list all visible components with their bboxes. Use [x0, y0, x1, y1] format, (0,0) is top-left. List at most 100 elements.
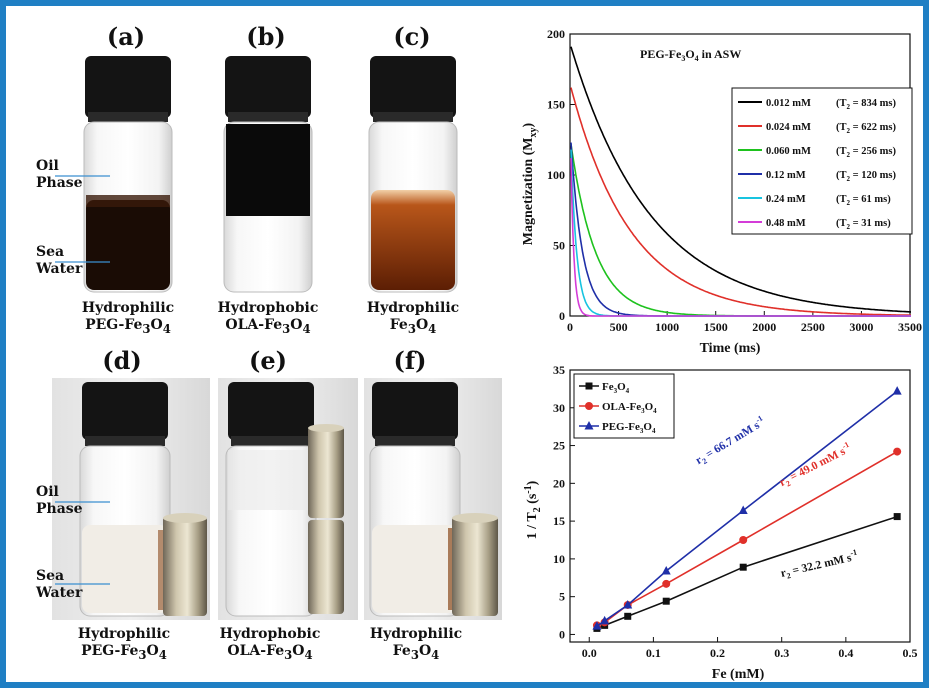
- chart1-ytick-label-0: 0: [559, 309, 565, 323]
- vial-d: [79, 382, 171, 617]
- oil-phase-label-top: Oil Phase: [36, 158, 83, 191]
- chart2-xtick-label-5: 0.5: [903, 646, 918, 660]
- chart1-legend-entry-0: 0.012 mM: [766, 98, 811, 109]
- vial-b: [223, 56, 313, 293]
- panel-label-f: (f): [393, 346, 427, 375]
- chart1-series-line-1: [570, 87, 911, 316]
- panel-label-c: (c): [393, 22, 431, 51]
- chart2-point-0-3: [662, 597, 670, 605]
- chart1-legend-t2-5: (T2 = 31 ms): [836, 218, 891, 231]
- caption-f: Hydrophilic Fe3O4: [369, 626, 463, 662]
- chart2-point-2-3: [661, 565, 671, 575]
- chart1-ytick-label-2: 100: [547, 168, 565, 182]
- chart1-series-line-5: [570, 158, 911, 317]
- chart2-legend-entry-2: PEG-Fe3O4: [602, 421, 656, 435]
- chart2-xtick-label-3: 0.3: [774, 646, 789, 660]
- chart2-legend-marker-1: [585, 402, 593, 410]
- chart1-xtick-label-4: 2000: [752, 320, 776, 334]
- chart2-xtick-label-1: 0.1: [646, 646, 661, 660]
- chart1-xtick-label-5: 2500: [801, 320, 825, 334]
- magnet-e: [308, 424, 344, 614]
- chart1-legend-t2-0: (T2 = 834 ms): [836, 98, 896, 111]
- vial-e: [225, 382, 317, 617]
- chart1-legend-t2-1: (T2 = 622 ms): [836, 122, 896, 135]
- chart2-legend-entry-0: Fe3O4: [602, 381, 630, 395]
- chart2-annotation-0: r2 = 66.7 mM s-1: [692, 414, 768, 469]
- chart1-ytick-label-3: 150: [547, 98, 565, 112]
- chart2-point-1-3: [662, 579, 671, 588]
- chart2-series-line-0: [596, 515, 898, 630]
- chart2-point-1-5: [893, 447, 902, 456]
- chart1-ylabel: Magnetization (Mxy): [521, 122, 539, 245]
- vial-photos: [52, 56, 502, 620]
- chart2-point-0-2: [624, 612, 632, 620]
- chart2-axes: 0.0 0.1 0.2 0.3 0.4 0.5 0 5 10 15 20 25 30 35: [553, 363, 918, 660]
- sea-water-label-bottom: Sea Water: [36, 568, 83, 601]
- chart2-plot-frame: [569, 369, 911, 643]
- chart2-legend-marker-0: [585, 382, 593, 390]
- panel-label-b: (b): [246, 22, 286, 51]
- chart1-series-line-0: [570, 46, 911, 313]
- caption-e: Hydrophobic OLA-Fe3O4: [219, 626, 321, 662]
- chart2-point-2-5: [892, 386, 902, 395]
- relaxivity-chart: 0.0 0.1 0.2 0.3 0.4 0.5 0 5 10 15 20 25 30 35 Fe3O4 OL…: [523, 363, 918, 682]
- chart1-xtick-label-0: 0: [567, 320, 573, 334]
- caption-b: Hydrophobic OLA-Fe3O4: [217, 300, 319, 336]
- magnet-d: [163, 513, 207, 616]
- oil-phase-label-bottom: Oil Phase: [36, 484, 83, 517]
- chart2-legend-entry-1: OLA-Fe3O4: [602, 401, 657, 415]
- chart2-ylabel: 1 / T2 (s-1): [523, 480, 543, 539]
- chart2-series: [592, 386, 902, 632]
- chart1-xtick-label-1: 500: [610, 320, 628, 334]
- chart1-ytick-label-4: 200: [547, 27, 565, 41]
- chart2-xtick-label-0: 0.0: [582, 646, 597, 660]
- caption-c: Hydrophilic Fe3O4: [366, 300, 460, 336]
- panel-label-e: (e): [249, 346, 287, 375]
- chart2-ytick-label-3: 15: [553, 514, 565, 528]
- chart2-ytick-label-0: 0: [559, 627, 565, 641]
- chart2-ytick-label-7: 35: [553, 363, 565, 377]
- chart1-xtick-label-2: 1000: [655, 320, 679, 334]
- panel-label-d: (d): [102, 346, 142, 375]
- chart2-ytick-label-5: 25: [553, 439, 565, 453]
- panel-label-a: (a): [106, 22, 146, 51]
- chart2-point-0-4: [739, 563, 747, 571]
- chart1-legend-entry-2: 0.060 mM: [766, 146, 811, 157]
- chart1-legend-t2-2: (T2 = 256 ms): [836, 146, 896, 159]
- chart1-series-lines: [570, 46, 911, 317]
- chart1-title: PEG-Fe3O4 in ASW: [640, 47, 741, 63]
- chart1-legend-box: [731, 87, 913, 235]
- chart2-ytick-label-1: 5: [559, 590, 565, 604]
- chart1-legend-t2-4: (T2 = 61 ms): [836, 194, 891, 207]
- magnetization-decay-chart: 0 500 1000 1500 2000 2500 3000 3500 0 50 100 150 200…: [521, 27, 922, 356]
- chart2-xtick-label-2: 0.2: [710, 646, 725, 660]
- vial-f: [369, 382, 461, 617]
- chart2-ytick-label-4: 20: [553, 476, 565, 490]
- chart2-point-1-4: [739, 536, 748, 544]
- chart1-legend-entry-4: 0.24 mM: [766, 194, 806, 205]
- caption-d: Hydrophilic PEG-Fe3O4: [77, 626, 171, 662]
- sea-water-label-top: Sea Water: [36, 244, 83, 277]
- chart1-xtick-label-6: 3000: [849, 320, 873, 334]
- chart1-xtick-label-7: 3500: [898, 320, 922, 334]
- chart2-point-2-1: [600, 615, 610, 625]
- chart1-xlabel: Time (ms): [700, 341, 761, 356]
- chart1-xtick-label-3: 1500: [704, 320, 728, 334]
- chart1-legend-entry-5: 0.48 mM: [766, 218, 806, 229]
- chart2-point-2-2: [623, 599, 633, 609]
- chart1-legend-entry-1: 0.024 mM: [766, 122, 811, 133]
- chart1-legend-t2-3: (T2 = 120 ms): [836, 170, 896, 183]
- chart2-legend-marker-2: [584, 421, 594, 430]
- vial-c: [368, 56, 458, 293]
- chart1-legend: 0.012 mM (T2 = 834 ms) 0.024 mM (T2 = 622 m…: [731, 87, 913, 235]
- chart2-legend: Fe3O4 OLA-Fe3O4 PEG-Fe3O4: [573, 373, 675, 439]
- chart2-point-2-4: [738, 505, 748, 515]
- chart2-point-0-5: [893, 513, 901, 521]
- chart2-xtick-label-4: 0.4: [838, 646, 853, 660]
- chart2-point-2-0: [592, 621, 602, 630]
- vial-a: [83, 56, 173, 293]
- chart2-ytick-label-2: 10: [553, 552, 565, 566]
- chart1-ytick-label-1: 50: [553, 239, 565, 253]
- chart2-annotation-2: r2 = 32.2 mM s-1: [779, 548, 860, 582]
- chart2-series-line-1: [596, 450, 898, 627]
